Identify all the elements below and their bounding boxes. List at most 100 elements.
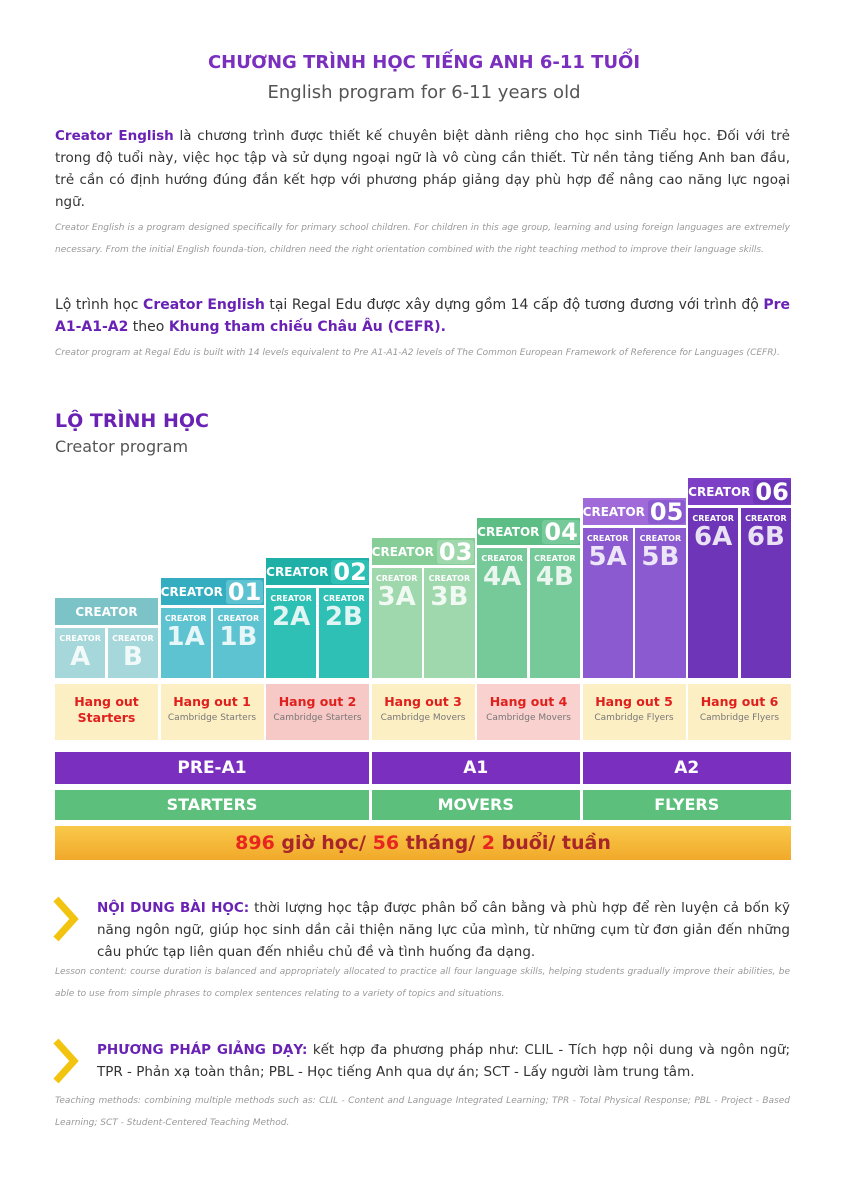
chevron-icon xyxy=(53,1038,79,1084)
level-number: 01 xyxy=(225,578,264,605)
section-heading: NỘI DUNG BÀI HỌC: xyxy=(97,900,250,916)
hangout-title: Hang out 6 xyxy=(700,694,779,709)
cefr-band: PRE-A1 xyxy=(55,752,369,784)
sublevel-code: B xyxy=(122,642,143,672)
summary-number: 896 xyxy=(235,832,275,854)
section: PHƯƠNG PHÁP GIẢNG DẠY: kết hợp đa phương… xyxy=(97,1039,790,1083)
levels: Pre A1-A1-A2 xyxy=(55,297,790,335)
brand: Creator English xyxy=(143,297,265,313)
hangout-subtitle: Cambridge Starters xyxy=(273,713,362,723)
hangout: Hang out 5 Cambridge Flyers xyxy=(582,684,686,740)
sublevel-code: 3A xyxy=(377,582,416,612)
sublevel-code: 6B xyxy=(746,522,785,552)
level-number: 06 xyxy=(753,478,791,505)
sublevel-tag: CREATOR xyxy=(270,594,312,603)
hangout: Hang out 1 Cambridge Starters xyxy=(160,684,264,740)
hangout: Hang out Starters xyxy=(55,684,158,740)
sublevel-tag: CREATOR xyxy=(639,534,682,543)
sublevel-code: 1A xyxy=(166,622,205,652)
level-label: CREATOR xyxy=(582,504,645,519)
level-header: CREATOR 02 xyxy=(266,558,369,585)
section-translation: Teaching methods: combining multiple met… xyxy=(55,1096,790,1128)
hangout: Hang out 4 Cambridge Movers xyxy=(477,684,580,740)
section-translation: Lesson content: course duration is balan… xyxy=(55,967,790,999)
hangout-subtitle: Cambridge Starters xyxy=(167,713,257,723)
sublevel: CREATOR 5B xyxy=(635,528,686,678)
level-header: CREATOR 01 xyxy=(160,578,264,605)
sublevel-code: A xyxy=(70,642,91,672)
summary: 896 giờ học/ 56 tháng/ 2 buổi/ tuần xyxy=(55,826,791,860)
sublevel-code: 1B xyxy=(219,622,258,652)
sublevel: CREATOR 4B xyxy=(529,548,580,678)
brand: Creator English xyxy=(55,128,174,144)
level-header: CREATOR 04 xyxy=(477,518,580,545)
hangout-title: Hang out 1 xyxy=(173,694,251,709)
hangout-title: Hang out Starters xyxy=(74,694,139,725)
sublevel: CREATOR B xyxy=(107,628,158,678)
hangout-subtitle: Cambridge Movers xyxy=(380,713,466,723)
sublevel-tag: CREATOR xyxy=(428,574,471,583)
cefr-band: A1 xyxy=(371,752,580,784)
summary-text: giờ học/ xyxy=(274,832,373,854)
level-number: 04 xyxy=(542,518,580,545)
sublevel-tag: CREATOR xyxy=(586,534,629,543)
level-header: CREATOR 06 xyxy=(688,478,791,505)
sublevel: CREATOR 1A xyxy=(160,608,211,678)
level-label: CREATOR xyxy=(688,484,751,499)
level-label: CREATOR xyxy=(371,544,434,559)
sublevel-code: 2A xyxy=(272,602,311,632)
level-label: CREATOR xyxy=(266,564,329,579)
summary-text: buổi/ tuần xyxy=(495,832,611,854)
sublevel-code: 6A xyxy=(694,522,733,552)
level-label: CREATOR xyxy=(160,584,223,599)
section-heading: PHƯƠNG PHÁP GIẢNG DẠY: xyxy=(97,1042,308,1058)
sublevel-tag: CREATOR xyxy=(692,514,734,523)
level-header: CREATOR 03 xyxy=(371,538,475,565)
sublevel: CREATOR A xyxy=(55,628,106,678)
intro: Creator English là chương trình được thi… xyxy=(55,125,790,213)
summary-number: 56 xyxy=(372,832,400,854)
summary-number: 2 xyxy=(481,832,496,854)
hangout: Hang out 3 Cambridge Movers xyxy=(371,684,475,740)
sublevel-tag: CREATOR xyxy=(375,574,418,583)
framework: Khung tham chiếu Châu Âu (CEFR). xyxy=(168,319,446,335)
hangout-subtitle: Cambridge Flyers xyxy=(699,713,780,723)
sublevel-tag: CREATOR xyxy=(323,594,365,603)
level-number: 02 xyxy=(331,558,369,585)
route: Lộ trình học Creator English tại Regal E… xyxy=(55,294,790,338)
cefr-band: A2 xyxy=(582,752,791,784)
hangout-title: Hang out 4 xyxy=(489,694,568,709)
route-translation: Creator program at Regal Edu is built wi… xyxy=(55,348,780,358)
intro-translation: Creator English is a program designed sp… xyxy=(55,223,790,255)
text: tại Regal Edu được xây dựng gồm 14 cấp đ… xyxy=(264,297,764,313)
sublevel: CREATOR 3A xyxy=(371,568,422,678)
program-title: LỘ TRÌNH HỌC xyxy=(55,410,209,432)
cambridge-band: FLYERS xyxy=(582,790,791,820)
page-subtitle: English program for 6-11 years old xyxy=(267,82,581,103)
sublevel-tag: CREATOR xyxy=(745,514,787,523)
section: NỘI DUNG BÀI HỌC: thời lượng học tập đượ… xyxy=(97,897,790,963)
program-subtitle: Creator program xyxy=(55,437,189,456)
text: theo xyxy=(128,319,169,335)
sublevel: CREATOR 6A xyxy=(688,508,739,678)
sublevel-code: 4B xyxy=(535,562,574,592)
sublevel-code: 2B xyxy=(324,602,363,632)
sublevel-tag: CREATOR xyxy=(164,614,207,623)
section-text: thời lượng học tập được phân bổ cân bằng… xyxy=(97,900,790,960)
sublevel-tag: CREATOR xyxy=(59,634,101,643)
sublevel-tag: CREATOR xyxy=(481,554,523,563)
level-header: CREATOR xyxy=(55,598,158,625)
sublevel: CREATOR 4A xyxy=(477,548,528,678)
sublevel-code: 4A xyxy=(483,562,522,592)
cambridge-band: MOVERS xyxy=(371,790,580,820)
section-text: kết hợp đa phương pháp như: CLIL - Tích … xyxy=(97,1042,790,1080)
chevron-icon xyxy=(53,896,79,942)
sublevel: CREATOR 1B xyxy=(213,608,264,678)
sublevel-code: 5A xyxy=(588,542,627,572)
page-title: CHƯƠNG TRÌNH HỌC TIẾNG ANH 6-11 TUỔI xyxy=(207,52,641,73)
hangout-title: Hang out 3 xyxy=(384,694,462,709)
sublevel-code: 3B xyxy=(430,582,469,612)
cambridge-band: STARTERS xyxy=(55,790,369,820)
sublevel: CREATOR 3B xyxy=(424,568,475,678)
sublevel-tag: CREATOR xyxy=(112,634,154,643)
